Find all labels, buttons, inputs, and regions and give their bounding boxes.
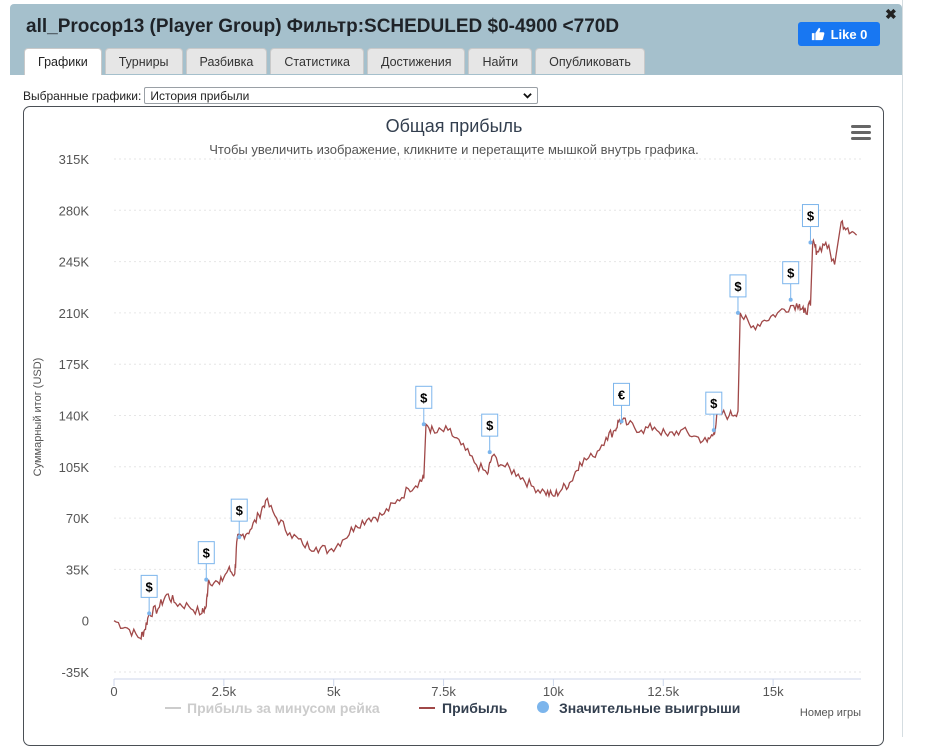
flag-label: $ [420,390,428,405]
tab-5[interactable]: Найти [468,48,533,74]
flag-box [481,413,499,437]
legend-label-profit: Прибыль [442,700,508,716]
chart-selector-row: Выбранные графики: История прибыли [23,87,539,104]
chart-menu-icon[interactable] [851,125,871,140]
tab-2[interactable]: Разбивка [185,48,268,74]
chart-selector-value: История прибыли [150,89,250,103]
chart-panel: -35K 0 35K 70K 105K 140K 175K 210K 245K 280K 315K 0… [23,106,884,746]
flag-point [204,577,209,582]
report-window: all_Procop13 (Player Group) Фильтр:SCHED… [10,0,903,746]
flag-label: $ [787,266,795,281]
profit-chart[interactable]: -35K 0 35K 70K 105K 140K 175K 210K 245K 280K 315K 0… [24,107,884,746]
legend-label-net-of-rake: Прибыль за минусом рейка [187,700,380,716]
x-tick-label: 2.5k [212,684,237,699]
y-tick-label: 70K [66,511,89,526]
flag-point [788,297,793,302]
y-tick-label: 175K [59,357,90,372]
x-tick-label: 7.5k [431,684,456,699]
chart-selector-label: Выбранные графики: [23,88,142,103]
y-axis-title: Суммарный итог (USD) [32,358,44,477]
flag-box [197,541,215,565]
flag-label: $ [710,396,718,411]
flag-label: $ [236,503,244,518]
tab-bar: Графики Турниры Разбивка Статистика Достижен… [24,48,648,75]
x-tick-label: 5k [327,684,341,699]
big-win-flag[interactable]: $ [415,385,433,427]
chart-subtitle: Чтобы увеличить изображение, кликните и … [209,142,698,157]
thumbs-up-icon [811,27,824,41]
flag-point [808,240,813,245]
big-win-flag[interactable]: $ [197,541,215,582]
flag-box [801,204,819,228]
flag-box [140,574,158,598]
x-tick-label: 10k [543,684,564,699]
x-tick-label: 15k [763,684,784,699]
y-tick-label: 280K [59,203,90,218]
tab-0[interactable]: Графики [24,48,102,75]
flag-point [711,428,716,433]
tab-1[interactable]: Турниры [104,48,183,74]
flag-point [147,611,152,616]
close-icon[interactable]: ✖ [885,6,897,22]
flag-box [613,382,631,406]
flag-box [705,391,723,415]
flag-label: $ [734,279,742,294]
tab-6[interactable]: Опубликовать [535,48,645,74]
y-tick-label: 245K [59,255,90,270]
window-title: all_Procop13 (Player Group) Фильтр:SCHED… [26,16,620,37]
big-win-flag[interactable]: $ [230,498,248,540]
big-win-flag[interactable]: € [613,382,631,424]
y-tick-label: 315K [59,152,90,167]
chart-title: Общая прибыль [386,116,523,136]
flag-box [729,274,747,298]
facebook-like-button[interactable]: Like 0 [798,22,880,46]
y-tick-label: 105K [59,460,90,475]
y-tick-label: 35K [66,562,89,577]
big-win-flag[interactable]: $ [782,261,800,302]
big-win-flag[interactable]: $ [705,391,723,433]
big-win-flag[interactable]: $ [801,204,819,245]
chart-selector-dropdown[interactable]: История прибыли [144,87,539,104]
flag-point [237,535,242,540]
chevron-down-icon [523,93,533,99]
flag-point [487,450,492,455]
flag-point [421,422,426,427]
flag-label: $ [807,209,815,224]
flag-box [782,261,800,285]
big-win-flag[interactable]: $ [481,413,499,455]
flag-box [415,385,433,409]
x-tick-label: 12.5k [647,684,679,699]
y-tick-label: 140K [59,409,90,424]
profit-series-line[interactable] [113,219,858,641]
y-tick-label: 0 [82,614,89,629]
like-label: Like 0 [830,26,868,42]
y-tick-label: -35K [62,665,90,680]
x-tick-label: 0 [110,684,117,699]
legend-item-big-wins[interactable]: Значительные выигрыши [537,700,740,716]
tab-3[interactable]: Статистика [270,48,364,74]
flag-label: € [618,387,625,402]
flag-label: $ [146,579,154,594]
legend-item-net-of-rake[interactable]: Прибыль за минусом рейка [165,700,380,716]
flag-point [619,419,624,424]
flag-box [230,498,248,522]
legend-item-profit[interactable]: Прибыль [419,700,508,716]
y-tick-label: 210K [59,306,90,321]
legend-label-big-wins: Значительные выигрыши [559,700,740,716]
chart-legend: Прибыль за минусом рейка Прибыль Значите… [165,700,740,716]
big-win-flag[interactable]: $ [729,274,747,315]
flag-point [735,310,740,315]
tab-4[interactable]: Достижения [367,48,466,74]
big-win-flag[interactable]: $ [140,574,158,616]
x-axis-title: Номер игры [800,707,861,719]
flag-label: $ [203,546,211,561]
flag-label: $ [486,418,494,433]
